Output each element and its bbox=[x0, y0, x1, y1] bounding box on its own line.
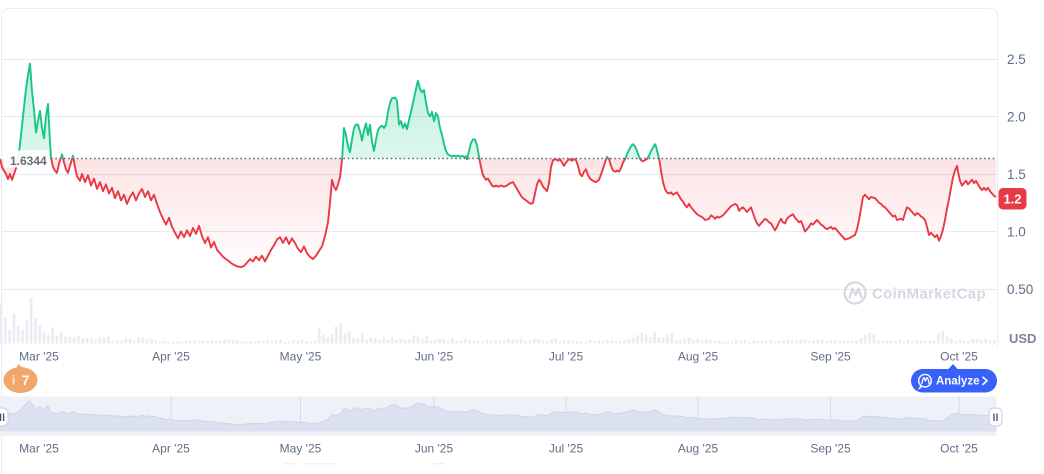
svg-text:Jun '25: Jun '25 bbox=[415, 350, 454, 364]
svg-text:Apr '25: Apr '25 bbox=[152, 350, 190, 364]
svg-text:USD: USD bbox=[1009, 331, 1036, 346]
svg-text:Oct '25: Oct '25 bbox=[940, 350, 978, 364]
svg-text:1.2: 1.2 bbox=[1003, 192, 1021, 207]
svg-text:1.5: 1.5 bbox=[1007, 167, 1026, 182]
svg-text:1.6344: 1.6344 bbox=[10, 154, 47, 168]
svg-text:Oct '25: Oct '25 bbox=[940, 442, 978, 456]
svg-text:i: i bbox=[12, 373, 16, 388]
svg-text:2.5: 2.5 bbox=[1007, 52, 1026, 67]
svg-text:0.50: 0.50 bbox=[1007, 282, 1033, 297]
svg-text:Jul '25: Jul '25 bbox=[549, 442, 584, 456]
svg-text:May '25: May '25 bbox=[280, 442, 322, 456]
svg-text:Sep '25: Sep '25 bbox=[810, 442, 851, 456]
svg-text:Aug '25: Aug '25 bbox=[678, 442, 719, 456]
svg-text:Mar '25: Mar '25 bbox=[19, 350, 59, 364]
svg-text:May '25: May '25 bbox=[280, 350, 322, 364]
svg-text:Jul '25: Jul '25 bbox=[549, 350, 584, 364]
svg-text:1.0: 1.0 bbox=[1007, 225, 1026, 240]
svg-text:Sep '25: Sep '25 bbox=[810, 350, 851, 364]
svg-text:Mar '25: Mar '25 bbox=[19, 442, 59, 456]
svg-text:Apr '25: Apr '25 bbox=[152, 442, 190, 456]
svg-text:7: 7 bbox=[22, 373, 30, 388]
svg-text:Analyze: Analyze bbox=[936, 376, 979, 388]
svg-text:Aug '25: Aug '25 bbox=[678, 350, 719, 364]
svg-text:2.0: 2.0 bbox=[1007, 110, 1026, 125]
svg-text:CoinMarketCap: CoinMarketCap bbox=[872, 286, 986, 303]
svg-text:Jun '25: Jun '25 bbox=[415, 442, 454, 456]
